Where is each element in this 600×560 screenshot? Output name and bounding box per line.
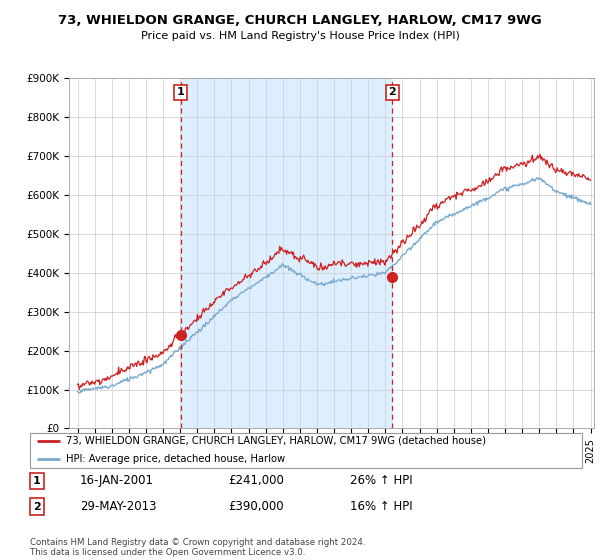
- Bar: [181, 78, 392, 428]
- Text: HPI: Average price, detached house, Harlow: HPI: Average price, detached house, Harl…: [66, 454, 285, 464]
- Text: 16% ↑ HPI: 16% ↑ HPI: [350, 500, 413, 513]
- Text: 73, WHIELDON GRANGE, CHURCH LANGLEY, HARLOW, CM17 9WG (detached house): 73, WHIELDON GRANGE, CHURCH LANGLEY, HAR…: [66, 436, 486, 446]
- Text: 1: 1: [177, 87, 185, 97]
- Text: 26% ↑ HPI: 26% ↑ HPI: [350, 474, 413, 487]
- Text: 73, WHIELDON GRANGE, CHURCH LANGLEY, HARLOW, CM17 9WG: 73, WHIELDON GRANGE, CHURCH LANGLEY, HAR…: [58, 14, 542, 27]
- Text: 16-JAN-2001: 16-JAN-2001: [80, 474, 154, 487]
- Text: Price paid vs. HM Land Registry's House Price Index (HPI): Price paid vs. HM Land Registry's House …: [140, 31, 460, 41]
- Text: 29-MAY-2013: 29-MAY-2013: [80, 500, 156, 513]
- Text: 1: 1: [33, 476, 40, 486]
- FancyBboxPatch shape: [30, 433, 582, 468]
- Text: £241,000: £241,000: [229, 474, 284, 487]
- Text: £390,000: £390,000: [229, 500, 284, 513]
- Text: Contains HM Land Registry data © Crown copyright and database right 2024.
This d: Contains HM Land Registry data © Crown c…: [30, 538, 365, 557]
- Text: 2: 2: [33, 502, 40, 512]
- Text: 2: 2: [388, 87, 396, 97]
